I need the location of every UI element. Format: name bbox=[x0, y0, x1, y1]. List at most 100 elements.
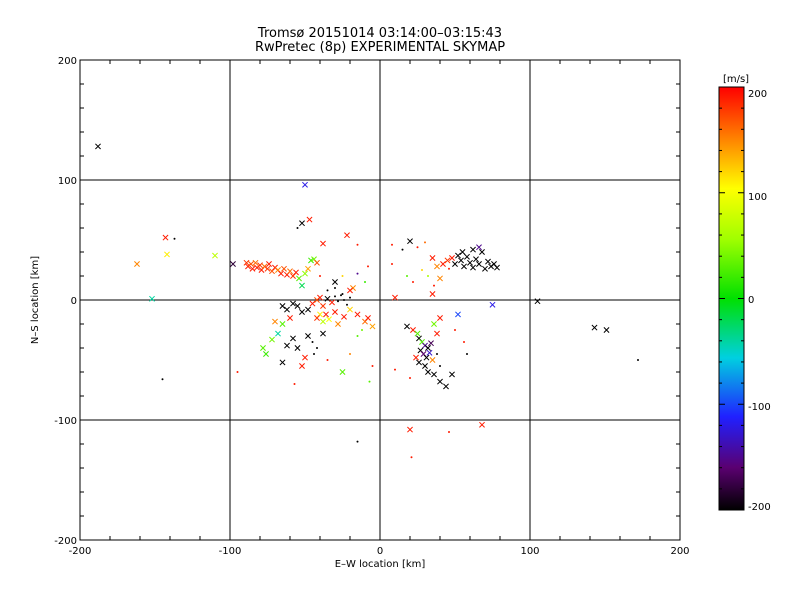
data-point-cross bbox=[294, 345, 301, 351]
data-point-cross bbox=[425, 345, 431, 351]
data-point-dot bbox=[337, 300, 339, 303]
data-point-cross bbox=[459, 249, 466, 255]
data-point-dot bbox=[367, 265, 369, 268]
data-point-cross bbox=[431, 321, 437, 327]
data-point-dot bbox=[409, 377, 411, 379]
data-point-dot bbox=[391, 243, 393, 246]
data-point-cross bbox=[95, 143, 101, 150]
data-point-cross bbox=[281, 265, 287, 272]
y-tick-label: 200 bbox=[58, 56, 77, 67]
data-point-cross bbox=[302, 181, 308, 188]
data-point-dot bbox=[436, 353, 438, 355]
colorbar-ticks bbox=[719, 86, 744, 511]
data-point-cross bbox=[134, 261, 140, 267]
data-point-cross bbox=[317, 294, 323, 301]
data-point-cross bbox=[485, 258, 491, 265]
data-point-dot bbox=[326, 289, 329, 292]
y-tick-labels: 200 100 0 -100 -200 bbox=[54, 56, 77, 547]
data-point-cross bbox=[407, 238, 413, 245]
data-point-cross bbox=[452, 261, 458, 267]
data-point-cross bbox=[290, 300, 296, 307]
data-point-cross bbox=[404, 323, 410, 330]
data-point-dot bbox=[427, 275, 429, 277]
data-point-cross bbox=[479, 421, 485, 428]
data-point-cross bbox=[444, 257, 451, 264]
data-point-cross bbox=[287, 315, 293, 321]
data-point-cross bbox=[591, 324, 598, 331]
y-tick-label: 100 bbox=[58, 176, 77, 187]
data-point-cross bbox=[407, 426, 413, 433]
data-point-dot bbox=[296, 227, 299, 229]
data-point-cross bbox=[162, 234, 169, 241]
data-point-dot bbox=[356, 243, 359, 246]
data-point-cross bbox=[494, 264, 500, 271]
colorbar-tick-labels: 200 100 0 -100 -200 bbox=[748, 89, 771, 513]
data-point-cross bbox=[305, 333, 311, 339]
data-point-cross bbox=[455, 311, 461, 318]
data-point-dot bbox=[421, 269, 423, 271]
data-point-cross bbox=[443, 383, 449, 390]
data-point-cross bbox=[278, 270, 284, 277]
data-point-cross bbox=[314, 315, 320, 321]
data-point-cross bbox=[308, 257, 314, 264]
data-point-dot bbox=[356, 440, 359, 443]
data-point-cross bbox=[293, 269, 299, 276]
data-point-cross bbox=[212, 252, 218, 259]
data-point-cross bbox=[437, 315, 443, 321]
chart-subtitle: RwPretec (8p) EXPERIMENTAL SKYMAP bbox=[254, 40, 506, 55]
data-point-cross bbox=[458, 257, 464, 264]
data-point-cross bbox=[269, 336, 275, 343]
x-axis-label: E–W location [km] bbox=[335, 559, 426, 570]
data-point-dot bbox=[293, 383, 296, 385]
y-tick-label: -100 bbox=[54, 416, 77, 427]
data-point-cross bbox=[299, 282, 305, 289]
data-point-cross bbox=[470, 264, 476, 271]
data-point-cross bbox=[320, 303, 326, 309]
data-point-cross bbox=[320, 240, 326, 247]
data-point-cross bbox=[320, 318, 326, 325]
data-point-dot bbox=[364, 281, 366, 283]
data-point-cross bbox=[257, 262, 263, 269]
data-point-cross bbox=[437, 275, 443, 282]
data-point-cross bbox=[429, 357, 436, 363]
data-point-cross bbox=[243, 259, 250, 266]
data-point-cross bbox=[354, 311, 361, 318]
data-point-dot bbox=[371, 365, 374, 367]
data-point-cross bbox=[347, 287, 353, 294]
data-point-dot bbox=[343, 299, 345, 301]
data-point-cross bbox=[434, 330, 440, 337]
x-tick-label: 100 bbox=[520, 546, 539, 557]
x-tick-label: 0 bbox=[377, 546, 383, 557]
data-point-cross bbox=[329, 299, 335, 306]
data-point-cross bbox=[314, 259, 320, 266]
data-point-cross bbox=[279, 303, 286, 309]
data-point-cross bbox=[249, 265, 256, 272]
data-point-dot bbox=[463, 341, 465, 343]
colorbar-tick-label: 200 bbox=[748, 89, 767, 100]
x-tick-label: -100 bbox=[219, 546, 242, 557]
data-point-dot bbox=[356, 272, 359, 275]
data-point-cross bbox=[449, 255, 455, 261]
data-point-cross bbox=[290, 335, 296, 342]
data-point-dot bbox=[349, 296, 351, 299]
data-point-dot bbox=[466, 353, 468, 355]
data-point-cross bbox=[470, 246, 476, 253]
y-tick-label: -200 bbox=[54, 536, 77, 547]
data-point-cross bbox=[320, 330, 326, 337]
data-point-dot bbox=[236, 371, 239, 373]
data-point-cross bbox=[369, 323, 376, 330]
data-point-cross bbox=[473, 256, 479, 263]
data-point-cross bbox=[431, 371, 437, 378]
data-point-dot bbox=[349, 353, 351, 355]
data-point-cross bbox=[449, 371, 455, 378]
colorbar-tick-label: -200 bbox=[748, 502, 771, 513]
data-point-cross bbox=[335, 321, 341, 327]
data-point-cross bbox=[413, 354, 419, 361]
data-point-cross bbox=[428, 340, 434, 347]
data-point-cross bbox=[392, 294, 398, 301]
data-point-cross bbox=[437, 378, 443, 385]
data-point-cross bbox=[272, 318, 278, 325]
data-point-cross bbox=[302, 270, 308, 277]
data-point-cross bbox=[306, 216, 313, 223]
data-point-cross bbox=[461, 263, 467, 270]
